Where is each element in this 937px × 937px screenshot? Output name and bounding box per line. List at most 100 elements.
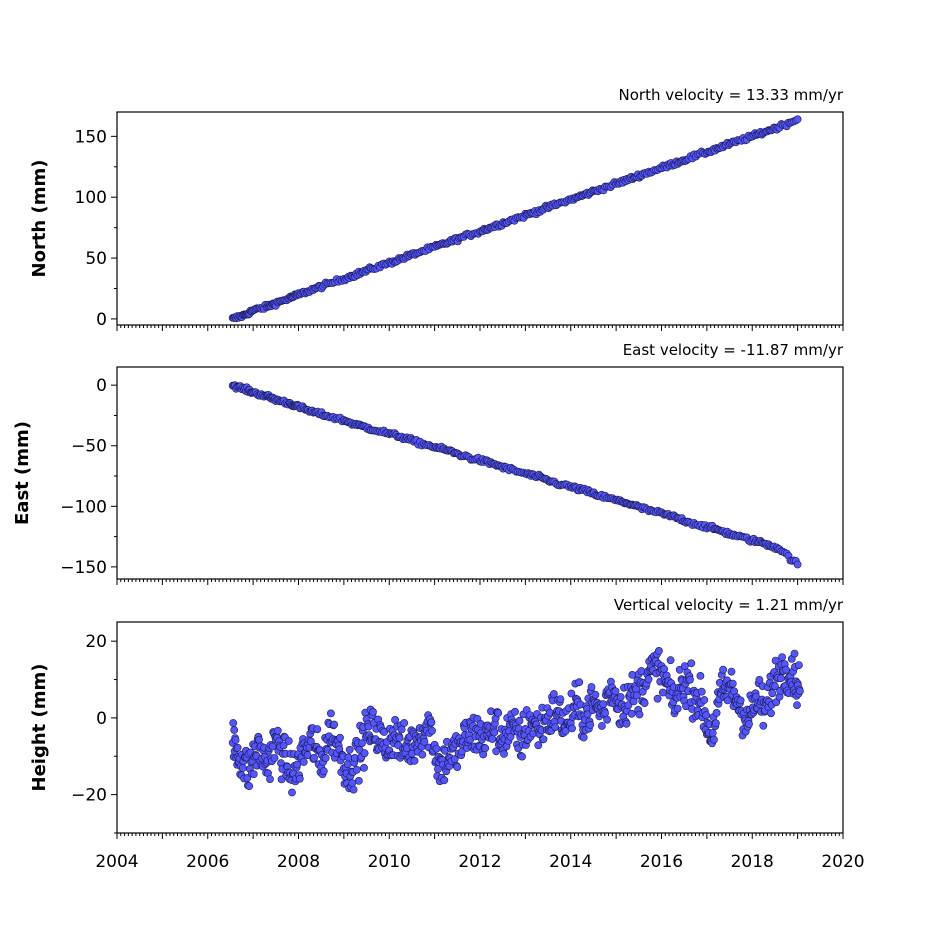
height-data-point	[551, 723, 560, 731]
height-data-point	[245, 782, 254, 790]
height-data-point	[231, 736, 240, 744]
height-panel: Vertical velocity = 1.21 mm/yr Height (m…	[29, 596, 865, 872]
east-y-tick-label: −150	[60, 558, 107, 578]
north-axis-ticks: 0 50 100 150	[75, 127, 844, 331]
height-data-point	[299, 758, 308, 766]
height-data-point	[273, 726, 282, 735]
north-axis-label: North (mm)	[29, 160, 50, 278]
height-data-point	[255, 735, 263, 744]
height-data-point	[591, 690, 600, 699]
height-data-point	[728, 679, 737, 688]
height-data-point	[354, 777, 363, 785]
height-data-point	[778, 653, 786, 661]
height-data-point	[270, 754, 279, 762]
height-data-point	[511, 707, 519, 716]
height-data-point	[598, 722, 606, 730]
height-data-point	[712, 719, 720, 728]
east-y-tick-label: 0	[96, 376, 107, 396]
height-data-point	[310, 754, 318, 762]
height-data-point	[288, 788, 296, 797]
height-data-point	[567, 689, 576, 698]
east-plot-frame	[116, 366, 844, 580]
height-data-point	[345, 745, 354, 754]
height-data-point	[790, 649, 799, 658]
x-tick-label: 2016	[640, 852, 683, 872]
height-data-point	[432, 744, 441, 753]
height-data-point	[534, 741, 543, 750]
height-data-point	[687, 659, 696, 668]
height-data-point	[303, 751, 312, 759]
north-series	[228, 115, 802, 323]
height-data-point	[745, 720, 753, 728]
height-data-point	[616, 693, 625, 701]
height-data-point	[568, 724, 576, 733]
height-data-point	[229, 719, 238, 727]
height-data-point	[601, 709, 609, 717]
height-data-point	[349, 785, 358, 794]
height-data-point	[795, 661, 803, 669]
height-data-point	[599, 700, 608, 708]
height-data-point	[492, 747, 501, 756]
height-data-point	[500, 750, 508, 758]
height-data-point	[230, 726, 239, 734]
height-data-point	[736, 696, 745, 705]
height-data-point	[702, 711, 711, 720]
x-tick-label: 2014	[549, 852, 592, 872]
height-data-point	[360, 764, 368, 772]
height-data-point	[635, 710, 644, 719]
height-data-point	[627, 709, 636, 718]
north-velocity-title: North velocity = 13.33 mm/yr	[619, 86, 844, 104]
height-data-point	[710, 735, 718, 744]
height-data-point	[400, 719, 409, 727]
x-tick-label: 2004	[95, 852, 138, 872]
east-y-tick-label: −50	[71, 437, 107, 457]
height-data-point	[293, 760, 302, 769]
height-data-point	[655, 647, 663, 655]
height-data-point	[727, 667, 736, 676]
height-data-point	[583, 710, 592, 719]
east-axis-label: East (mm)	[12, 421, 33, 525]
height-data-point	[418, 750, 427, 759]
height-data-point	[550, 690, 558, 698]
height-data-point	[658, 688, 667, 697]
x-tick-label: 2010	[368, 852, 411, 872]
height-data-point	[306, 737, 315, 746]
height-data-point	[782, 665, 790, 674]
height-data-point	[279, 741, 288, 750]
height-data-point	[494, 709, 503, 717]
height-data-point	[603, 715, 611, 724]
height-data-point	[759, 721, 768, 730]
north-y-tick-label: 0	[96, 310, 107, 330]
height-data-point	[391, 716, 399, 724]
east-series	[228, 381, 802, 569]
height-data-point	[321, 754, 330, 762]
east-data-point	[793, 560, 802, 569]
height-data-point	[369, 708, 377, 716]
height-data-point	[336, 733, 344, 742]
height-data-point	[686, 675, 694, 684]
x-tick-label: 2018	[731, 852, 774, 872]
east-y-tick-label: −100	[60, 497, 107, 517]
x-tick-label: 2012	[458, 852, 501, 872]
height-data-point	[420, 737, 429, 746]
height-data-point	[673, 704, 682, 713]
north-plot-frame	[116, 111, 844, 326]
height-data-point	[628, 671, 637, 679]
height-data-point	[427, 718, 436, 727]
east-axis-ticks: 0 −50 −100 −150	[60, 376, 844, 585]
height-data-point	[238, 764, 247, 772]
height-data-point	[488, 735, 497, 743]
height-data-point	[539, 735, 548, 744]
height-data-point	[326, 709, 335, 718]
height-data-point	[410, 756, 419, 765]
height-data-point	[249, 770, 258, 778]
height-y-tick-label: 20	[85, 632, 107, 652]
height-data-point	[660, 665, 668, 673]
height-data-point	[352, 765, 361, 774]
height-data-point	[428, 726, 436, 735]
height-data-point	[575, 678, 584, 687]
height-data-point	[696, 672, 705, 680]
height-data-point	[771, 682, 779, 691]
height-data-point	[266, 775, 274, 783]
